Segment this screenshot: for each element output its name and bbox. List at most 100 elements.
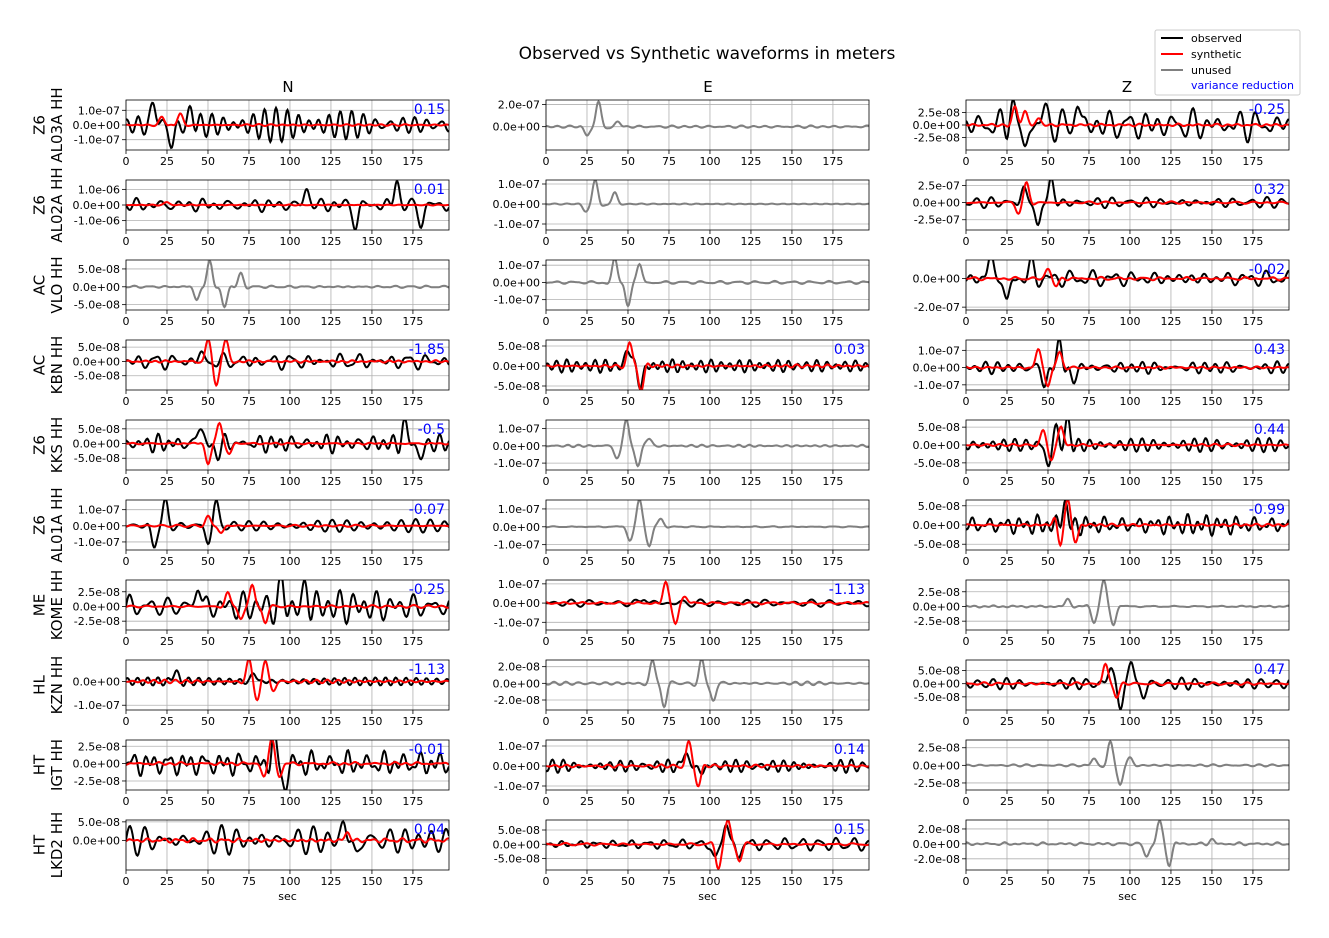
station-label: Z6AL03A HH xyxy=(31,87,66,162)
x-tick-label: 75 xyxy=(242,315,256,328)
legend-variance-reduction-label: variance reduction xyxy=(1191,79,1294,92)
x-tick-label: 100 xyxy=(279,235,300,248)
panel-kome-n: 0 25 50 75 100 125 150 175 2.5e-080.0e+00 -2.5e-0… xyxy=(73,579,450,648)
x-tick-label: 125 xyxy=(1160,155,1181,168)
x-tick-label: 125 xyxy=(740,715,761,728)
x-tick-label: 25 xyxy=(580,235,594,248)
x-tick-label: 50 xyxy=(621,315,635,328)
x-tick-label: 0 xyxy=(543,395,550,408)
x-tick-label: 150 xyxy=(361,475,382,488)
x-tick-label: 150 xyxy=(361,155,382,168)
y-tick-label: -5.0e-08 xyxy=(914,691,960,704)
x-tick-label: 0 xyxy=(963,715,970,728)
x-tick-label: 150 xyxy=(361,555,382,568)
x-tick-label: 50 xyxy=(201,875,215,888)
panel-frame xyxy=(965,659,1290,711)
x-tick-label: 150 xyxy=(361,795,382,808)
x-tick-label: 25 xyxy=(580,395,594,408)
panel-kbn-e: 0 25 50 75 100 125 150 175 5.0e-08 0.0e+00 -5.0e-0… xyxy=(493,339,870,408)
x-tick-label: 100 xyxy=(279,635,300,648)
panel-vlo-e: 0 25 50 75 100 125 150 175 1.0e-07 0.0e+00 -1.0e-0… xyxy=(493,259,870,328)
x-tick-label: 25 xyxy=(1000,315,1014,328)
y-tick-label: 0.0e+00 xyxy=(493,597,540,610)
x-tick-label: 75 xyxy=(242,795,256,808)
x-tick-label: 150 xyxy=(781,235,802,248)
synthetic-trace xyxy=(966,105,1289,128)
variance-reduction-value: 0.15 xyxy=(834,822,865,838)
x-tick-label: 50 xyxy=(621,635,635,648)
y-tick-label: -2.5e-08 xyxy=(914,777,960,790)
panel-lkd2-e: 0 25 50 75 100 125 150 175 5.0e-080.0e+00 -5.0e-0… xyxy=(493,819,870,903)
x-tick-label: 0 xyxy=(123,635,130,648)
station-label: ACVLO HH xyxy=(31,256,66,313)
x-tick-label: 0 xyxy=(963,635,970,648)
x-tick-label: 25 xyxy=(580,475,594,488)
observed-trace xyxy=(126,580,449,626)
x-axis-label: sec xyxy=(698,890,717,903)
y-tick-label: 5.0e-08 xyxy=(78,263,120,276)
observed-trace xyxy=(126,180,449,230)
panel-al03a-n: 0 25 50 75 100 125 150 175 1.0e-07 0.0e+00 -1.0e-0… xyxy=(73,99,450,168)
x-tick-label: 25 xyxy=(1000,155,1014,168)
y-tick-label: 0.0e+00 xyxy=(913,759,960,772)
station-label: HLKZN HH xyxy=(31,656,66,715)
station-network: Z6 xyxy=(31,195,49,215)
y-tick-label: -5.0e-08 xyxy=(74,452,120,465)
unused-trace xyxy=(966,580,1289,627)
x-tick-label: 100 xyxy=(1119,395,1140,408)
station-label: Z6AL02A HH xyxy=(31,167,66,242)
panel-al02a-z: 0 25 50 75 100 125 150 175 2.5e-07 0.0e+00 -2.5e-0… xyxy=(913,179,1290,248)
x-tick-label: 125 xyxy=(320,315,341,328)
panel-frame xyxy=(545,419,870,471)
column-title-e: E xyxy=(703,78,712,96)
x-tick-label: 175 xyxy=(402,155,423,168)
x-tick-label: 150 xyxy=(1201,875,1222,888)
station-label: ACKBN HH xyxy=(31,336,66,395)
x-tick-label: 25 xyxy=(160,315,174,328)
panel-al03a-e: 0 25 50 75 100 125 150 175 2.0e-07 0.0e+00 xyxy=(493,98,870,168)
observed-trace xyxy=(126,500,449,549)
x-tick-label: 0 xyxy=(123,795,130,808)
x-tick-label: 175 xyxy=(822,315,843,328)
y-tick-label: 0.0e+00 xyxy=(493,440,540,453)
y-tick-label: 1.0e-07 xyxy=(498,423,540,436)
x-tick-label: 75 xyxy=(662,395,676,408)
panel-frame xyxy=(545,659,870,711)
x-tick-label: 75 xyxy=(242,155,256,168)
station-row-5: Z6AL01A HH 0 25 50 75 100 125 150 175 1.0e-07 0.0e… xyxy=(31,487,1290,568)
x-tick-label: 25 xyxy=(160,875,174,888)
x-tick-label: 0 xyxy=(123,235,130,248)
synthetic-trace xyxy=(546,340,869,390)
synthetic-trace xyxy=(126,583,449,625)
x-tick-label: 25 xyxy=(160,395,174,408)
station-row-1: Z6AL02A HH 0 25 50 75 100 125 150 175 1.0e-06 0.0e… xyxy=(31,167,1290,248)
panel-kome-z: 0 25 50 75 100 125 150 175 2.5e-080.0e+00 -2.5e-0… xyxy=(913,579,1290,648)
panel-frame xyxy=(965,99,1290,151)
x-tick-label: 0 xyxy=(123,395,130,408)
station-network: AC xyxy=(31,275,49,295)
panel-frame xyxy=(965,579,1290,631)
panel-frame xyxy=(125,739,450,791)
y-tick-label: 0.0e+00 xyxy=(493,276,540,289)
x-tick-label: 75 xyxy=(1082,635,1096,648)
x-tick-label: 125 xyxy=(320,555,341,568)
x-tick-label: 75 xyxy=(662,235,676,248)
x-tick-label: 100 xyxy=(1119,475,1140,488)
panel-grid: Z6AL03A HH 0 25 50 75 100 125 150 1751.0e-070.0e… xyxy=(31,87,1290,903)
y-tick-label: 0.0e+00 xyxy=(73,600,120,613)
legend-observed-label: observed xyxy=(1191,32,1242,45)
x-tick-label: 75 xyxy=(242,875,256,888)
x-tick-label: 50 xyxy=(1041,715,1055,728)
y-tick-label: 2.5e-08 xyxy=(78,740,120,753)
station-code: AL03A HH xyxy=(48,87,66,162)
x-tick-label: 50 xyxy=(621,555,635,568)
panel-kzn-e: 0 25 50 75 100 125 150 175 2.0e-08 0.0e+00 -2.0e-0… xyxy=(493,659,870,728)
x-tick-label: 0 xyxy=(543,635,550,648)
x-tick-label: 100 xyxy=(699,795,720,808)
x-tick-label: 100 xyxy=(279,875,300,888)
variance-reduction-value: -0.07 xyxy=(409,502,445,518)
x-tick-label: 100 xyxy=(699,635,720,648)
y-tick-label: -1.0e-07 xyxy=(914,379,960,392)
x-tick-label: 125 xyxy=(740,235,761,248)
